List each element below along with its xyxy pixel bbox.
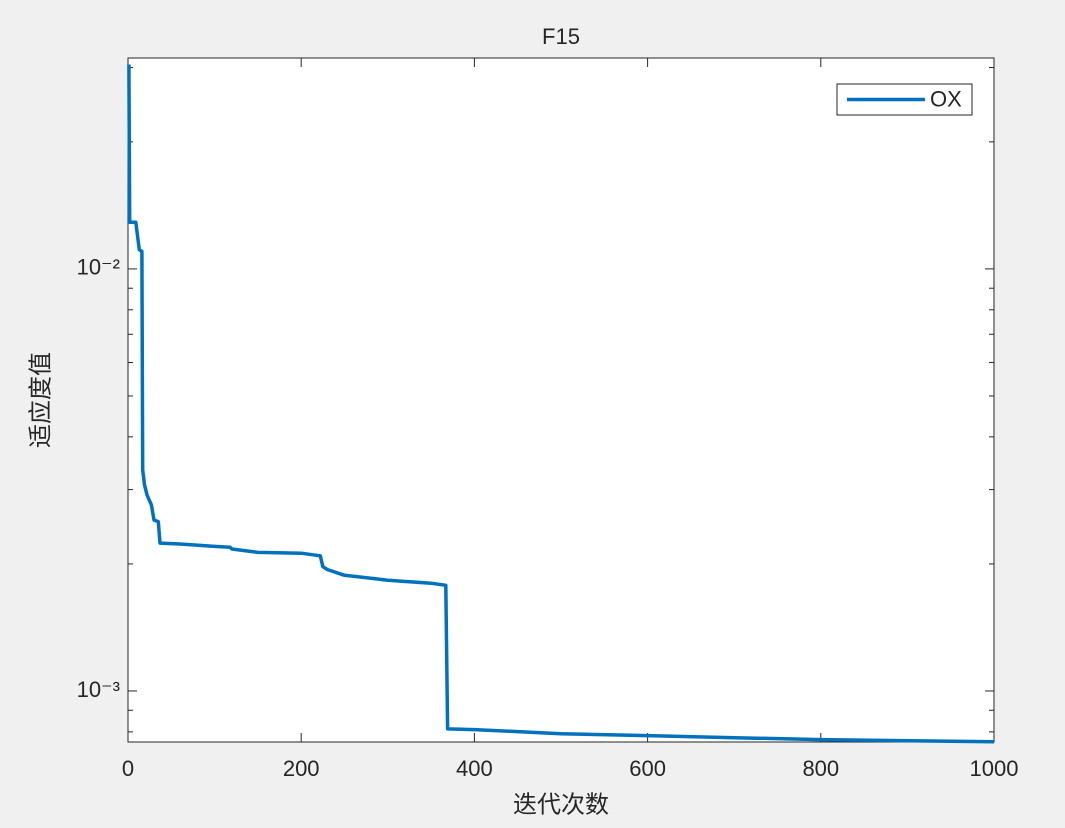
series-line [127,64,995,744]
x-tick-label: 200 [283,756,320,781]
y-tick-label: 10⁻³ [77,677,120,702]
legend-label: OX [930,86,962,111]
x-tick-label: 1000 [970,756,1019,781]
y-tick-label: 10⁻² [77,255,120,280]
axes-box [127,57,995,743]
plot-area [128,58,994,742]
x-tick-label: 400 [456,756,493,781]
x-tick-label: 600 [629,756,666,781]
y-axis-label: 适应度值 [27,352,55,448]
x-tick-label: 0 [122,756,134,781]
x-axis-label: 迭代次数 [513,791,609,819]
x-tick-label: 800 [802,756,839,781]
chart-title: F15 [542,24,580,49]
